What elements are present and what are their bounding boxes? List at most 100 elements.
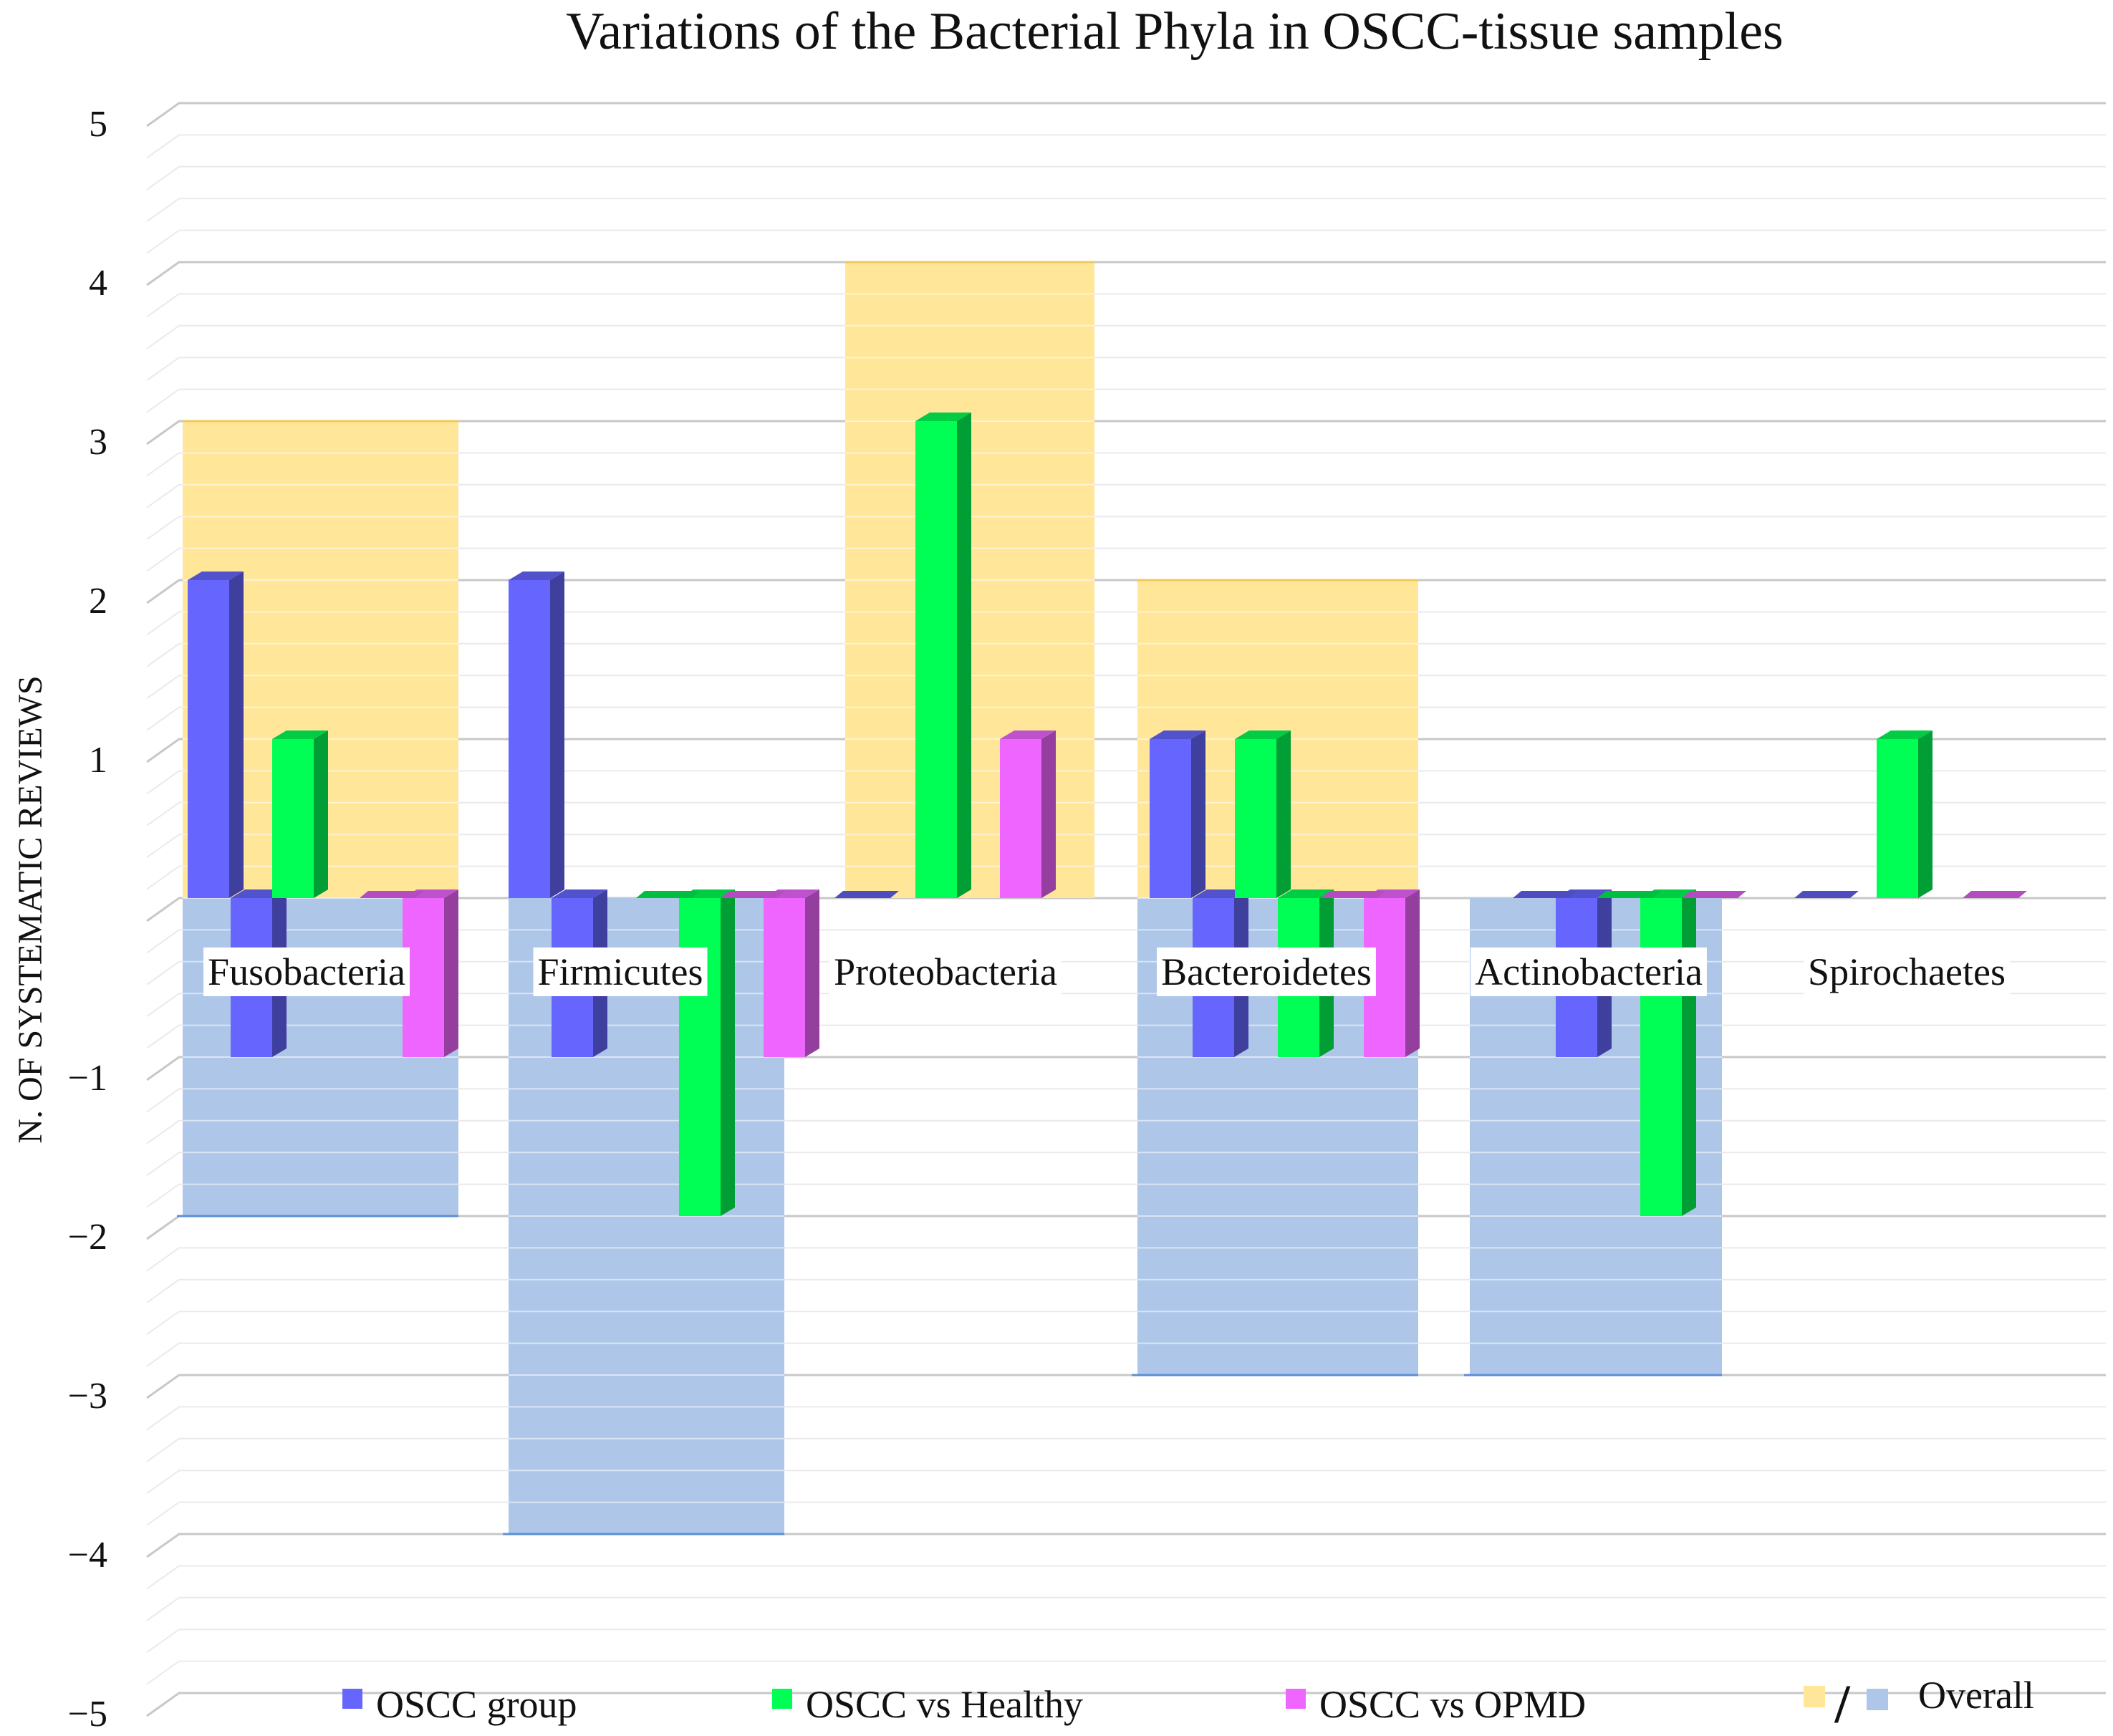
bar-firmicutes-oscc-group-positive-side <box>550 572 564 898</box>
bar-actinobacteria-oscc-group-zero <box>1513 891 1577 898</box>
minor-gridline <box>146 642 2106 667</box>
bar-proteobacteria-oscc-vs-opmd-positive-top <box>1000 730 1056 739</box>
legend-label-overall: Overall <box>1918 1674 2034 1717</box>
minor-gridline <box>146 1278 2106 1303</box>
major-gridline <box>146 420 2106 445</box>
category-label-box <box>1157 947 1376 996</box>
minor-gridline <box>146 675 2106 700</box>
bars <box>188 413 2027 1216</box>
bar-fusobacteria-oscc-vs-healthy-positive-top <box>272 730 328 739</box>
category-label-fusobacteria: Fusobacteria <box>208 950 405 993</box>
minor-gridline <box>146 357 2106 382</box>
bar-firmicutes-oscc-vs-opmd-zero-base <box>721 891 785 898</box>
bar-fusobacteria-oscc-vs-opmd-negative-side <box>444 889 458 1057</box>
bar-fusobacteria-oscc-group-positive-top <box>188 572 244 580</box>
bar-actinobacteria-oscc-vs-healthy-zero <box>1597 891 1662 898</box>
minor-gridline <box>146 801 2106 826</box>
bar-proteobacteria-oscc-vs-opmd-positive-front <box>1000 739 1041 898</box>
bar-firmicutes-oscc-vs-healthy-negative-front <box>679 898 721 1216</box>
bar-bacteroidetes-oscc-group-positive <box>1150 730 1205 898</box>
minor-gridline <box>146 293 2106 318</box>
bar-fusobacteria-oscc-vs-opmd-zero <box>360 891 424 898</box>
bar-fusobacteria-oscc-group-positive <box>188 572 244 898</box>
minor-gridline <box>146 198 2106 223</box>
legend-label-oscc-group: OSCC group <box>376 1683 577 1726</box>
category-label-bacteroidetes: Bacteroidetes <box>1161 950 1372 993</box>
minor-gridline <box>146 452 2106 477</box>
minor-gridline <box>146 1660 2106 1685</box>
bar-actinobacteria-oscc-vs-opmd-zero <box>1682 891 1746 898</box>
legend-swatch-overall-negative <box>1867 1689 1888 1710</box>
bar-bacteroidetes-oscc-vs-healthy-positive <box>1235 730 1291 898</box>
bar-bacteroidetes-oscc-vs-healthy-positive-top <box>1235 730 1291 739</box>
bar-firmicutes-oscc-group-positive-top <box>509 572 564 580</box>
bar-fusobacteria-oscc-vs-healthy-positive <box>272 730 328 898</box>
bar-spirochaetes-oscc-group-zero <box>1794 891 1859 898</box>
major-gridline <box>146 1692 2106 1717</box>
bar-fusobacteria-oscc-vs-healthy-positive-front <box>272 739 314 898</box>
legend-swatch-overall-positive <box>1804 1686 1825 1707</box>
category-label-box <box>1471 947 1707 996</box>
minor-gridline <box>146 929 2106 954</box>
minor-gridline <box>146 516 2106 541</box>
bar-firmicutes-oscc-vs-opmd-negative-side <box>805 889 819 1057</box>
bar-bacteroidetes-oscc-group-positive-top <box>1150 730 1205 739</box>
minor-gridline <box>146 1119 2106 1144</box>
minor-gridline <box>146 611 2106 636</box>
legend-swatch-oscc-vs-healthy <box>772 1689 792 1709</box>
y-tick-label: −1 <box>68 1058 107 1099</box>
minor-gridline <box>146 1183 2106 1208</box>
bar-actinobacteria-oscc-vs-healthy-zero-base <box>1597 891 1662 898</box>
category-label-firmicutes: Firmicutes <box>538 950 703 993</box>
minor-gridline <box>146 960 2106 985</box>
legend-label-oscc-vs-healthy: OSCC vs Healthy <box>806 1683 1083 1726</box>
bar-bacteroidetes-oscc-vs-healthy-negative-top <box>1278 889 1334 898</box>
bar-actinobacteria-oscc-vs-healthy-negative-side <box>1682 889 1696 1216</box>
legend-separator: / <box>1834 1674 1850 1735</box>
bar-proteobacteria-oscc-vs-healthy-positive-side <box>957 413 971 898</box>
y-tick-label: −4 <box>68 1535 107 1576</box>
category-label-box <box>203 947 410 996</box>
minor-gridline <box>146 1596 2106 1621</box>
minor-gridline <box>146 865 2106 890</box>
y-tick-label: 3 <box>89 422 107 463</box>
minor-gridline <box>146 834 2106 859</box>
legend-swatch-oscc-vs-opmd <box>1286 1689 1306 1709</box>
category-label-box <box>829 947 1062 996</box>
bar-firmicutes-oscc-group-negative-top <box>552 889 607 898</box>
bar-bacteroidetes-oscc-group-positive-side <box>1191 730 1205 898</box>
major-gridline <box>146 261 2106 286</box>
y-tick-label: 2 <box>89 581 107 622</box>
minor-gridline <box>146 1247 2106 1272</box>
bar-spirochaetes-oscc-vs-healthy-positive-side <box>1918 730 1932 898</box>
bar-bacteroidetes-oscc-vs-opmd-zero <box>1321 891 1385 898</box>
bar-firmicutes-oscc-group-positive-front <box>509 580 550 898</box>
bar-spirochaetes-oscc-vs-opmd-zero-base <box>1963 891 2027 898</box>
bar-firmicutes-oscc-vs-healthy-zero-base <box>636 891 701 898</box>
bar-proteobacteria-oscc-vs-healthy-positive-front <box>915 421 957 898</box>
bar-firmicutes-oscc-group-positive <box>509 572 564 898</box>
category-labels: Fusobacteria Firmicutes Proteobacteria Bact… <box>203 947 2010 996</box>
bar-proteobacteria-oscc-group-zero-base <box>834 891 899 898</box>
bar-proteobacteria-oscc-vs-healthy-positive <box>915 413 971 898</box>
minor-gridline <box>146 993 2106 1018</box>
category-label-actinobacteria: Actinobacteria <box>1475 950 1703 993</box>
gridlines <box>146 102 2106 1717</box>
minor-gridline <box>146 706 2106 731</box>
legend-label-oscc-vs-opmd: OSCC vs OPMD <box>1319 1683 1586 1726</box>
bar-bacteroidetes-oscc-vs-opmd-zero-base <box>1321 891 1385 898</box>
minor-gridline <box>146 229 2106 254</box>
minor-gridline <box>146 324 2106 349</box>
category-label-box <box>533 947 708 996</box>
bar-proteobacteria-oscc-group-zero <box>834 891 899 898</box>
bar-fusobacteria-oscc-vs-opmd-zero-base <box>360 891 424 898</box>
minor-gridline <box>146 1311 2106 1336</box>
major-gridline <box>146 579 2106 604</box>
minor-gridline <box>146 1437 2106 1462</box>
minor-gridline <box>146 165 2106 191</box>
bar-spirochaetes-oscc-vs-healthy-positive-top <box>1877 730 1932 739</box>
major-gridline <box>146 1056 2106 1081</box>
bar-spirochaetes-oscc-vs-opmd-zero <box>1963 891 2027 898</box>
bar-proteobacteria-oscc-vs-opmd-positive <box>1000 730 1056 898</box>
